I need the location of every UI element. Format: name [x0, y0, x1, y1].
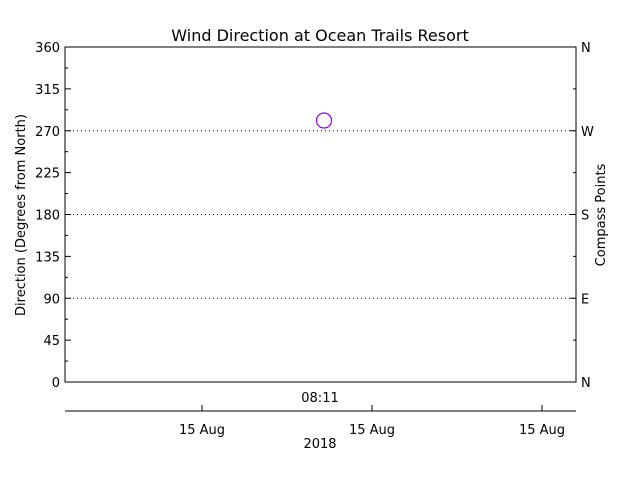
y2-tick-label: W [581, 125, 594, 140]
x-tick-label: 15 Aug [519, 423, 565, 438]
y-axis-right: N E S W N [570, 41, 594, 391]
y-tick-label: 135 [35, 250, 60, 265]
y-tick-label: 270 [35, 125, 60, 140]
y-tick-label: 180 [35, 209, 60, 224]
x-top-label: 08:11 [301, 391, 338, 406]
y-tick-label: 315 [35, 83, 60, 98]
y-tick-label: 90 [43, 292, 60, 307]
y-tick-label: 45 [43, 334, 60, 349]
y2-tick-label: S [581, 209, 589, 224]
chart-title: Wind Direction at Ocean Trails Resort [171, 26, 468, 45]
y2-axis-title: Compass Points [594, 163, 609, 266]
x-tick-label: 15 Aug [349, 423, 395, 438]
data-points [315, 112, 333, 129]
x-axis-title: 2018 [303, 437, 336, 452]
y-axis-left: 0 45 90 135 180 225 270 315 360 [35, 41, 71, 391]
y2-tick-label: N [581, 376, 591, 391]
y2-tick-label: N [581, 41, 591, 56]
y2-tick-label: E [581, 292, 589, 307]
y-tick-label: 225 [35, 167, 60, 182]
y-tick-label: 360 [35, 41, 60, 56]
y-axis-title: Direction (Degrees from North) [14, 114, 29, 316]
reference-lines [65, 130, 576, 299]
y-tick-label: 0 [52, 376, 60, 391]
x-axis: 15 Aug 15 Aug 15 Aug [179, 405, 565, 438]
x-tick-label: 15 Aug [179, 423, 225, 438]
data-point [315, 112, 333, 129]
